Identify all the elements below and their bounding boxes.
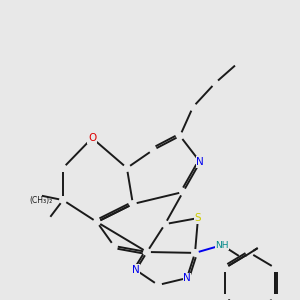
Text: N: N (196, 157, 204, 167)
Text: S: S (195, 213, 201, 223)
Text: O: O (88, 133, 96, 143)
Text: NH: NH (215, 241, 229, 250)
Text: (CH₃)₂: (CH₃)₂ (29, 196, 52, 205)
Text: N: N (183, 273, 191, 283)
Text: N: N (132, 265, 140, 275)
